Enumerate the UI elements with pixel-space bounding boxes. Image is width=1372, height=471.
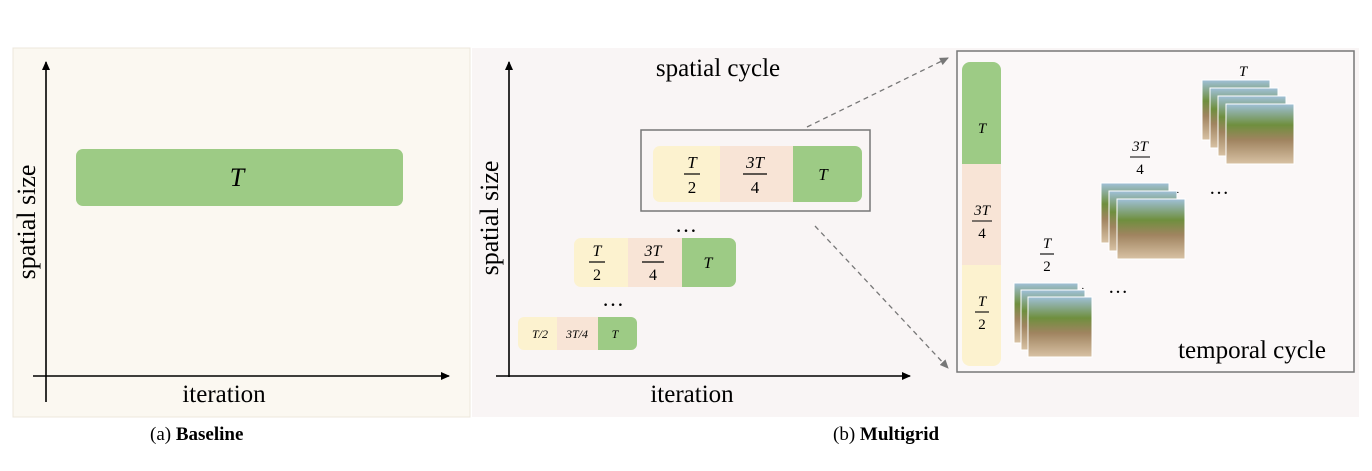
vertical-schedule-bar: T 3T 4 T 2 [962,62,1001,366]
frac-numerator: T [978,294,988,310]
panel-b: spatial size iteration spatial cycle T 2… [472,48,1359,417]
frame-dots: · [1176,187,1180,199]
bar-segment-green [682,238,736,287]
bar-segment-yellow [518,317,557,350]
panel-a-background [12,47,471,418]
baseline-bar-label: T [230,163,246,192]
bar-segment-green [598,317,637,350]
x-axis-label: iteration [650,381,734,408]
frac-numerator: 3T [644,243,663,260]
bar-segment-peach [557,317,598,350]
y-axis-label: spatial size [12,165,41,280]
spatial-cycle-label: spatial cycle [656,55,780,82]
frame-stack-3: T [1201,64,1295,165]
schedule-bar-small: T/2 3T/4 T [518,317,637,350]
frac-denominator: 2 [593,267,601,284]
bar-segment-label: T [818,165,829,184]
frame-stack-2: 3T 4 · [1100,139,1186,260]
ellipsis: … [602,286,624,311]
frac-denominator: 4 [751,178,760,197]
ellipsis: … [1108,276,1128,298]
zoom-arrow-bottom [814,225,949,369]
video-frame [1116,198,1186,260]
frac-denominator: 4 [649,267,657,284]
video-frame [1225,103,1295,165]
ellipsis: … [1209,177,1229,199]
frac-numerator: T [1043,236,1053,252]
bar-segment-label: T [612,327,620,341]
caption-a-prefix: (a) [150,424,172,445]
zoom-arrow-top [806,57,949,128]
caption-b-title: Multigrid [859,424,940,445]
frac-denominator: 4 [978,226,986,242]
frac-denominator: 2 [688,178,697,197]
schedule-bar-large: T 2 3T 4 T [653,146,862,202]
bar-segment-peach [962,164,1001,265]
frac-denominator: 2 [978,317,986,333]
frac-numerator: 3T [745,153,766,172]
caption-a-title: Baseline [175,424,244,445]
bar-segment-green [962,62,1001,164]
frame-stack-1: T 2 · [1013,236,1093,358]
frac-numerator: T [593,243,603,260]
baseline-bar [76,149,403,206]
bar-segment-green [793,146,862,202]
frac-numerator: T [687,153,698,172]
frame-dots: · [1081,283,1085,295]
y-axis-label: spatial size [475,161,504,276]
x-axis-label: iteration [182,381,266,408]
caption-b-prefix: (b) [833,424,856,445]
stack-label: T [1239,64,1249,80]
video-frame [1027,296,1093,358]
bar-segment-label: 3T/4 [565,327,588,341]
panel-a: spatial size iteration T [12,47,471,418]
highlight-box [640,129,871,212]
caption-a: (a) Baseline [150,424,243,446]
caption-b: (b) Multigrid [833,424,939,446]
temporal-cycle-label: temporal cycle [1178,337,1326,364]
frac-numerator: 3T [973,203,992,219]
frac-numerator: 3T [1131,139,1150,155]
schedule-bar-medium: T 2 3T 4 T [574,238,736,287]
frac-denominator: 4 [1136,162,1144,178]
ellipsis: … [675,212,697,237]
bar-segment-label: T [978,121,988,137]
bar-segment-yellow [962,265,1001,366]
frac-denominator: 2 [1043,259,1051,275]
bar-segment-label: T [704,255,714,272]
bar-segment-label: T/2 [532,327,548,341]
